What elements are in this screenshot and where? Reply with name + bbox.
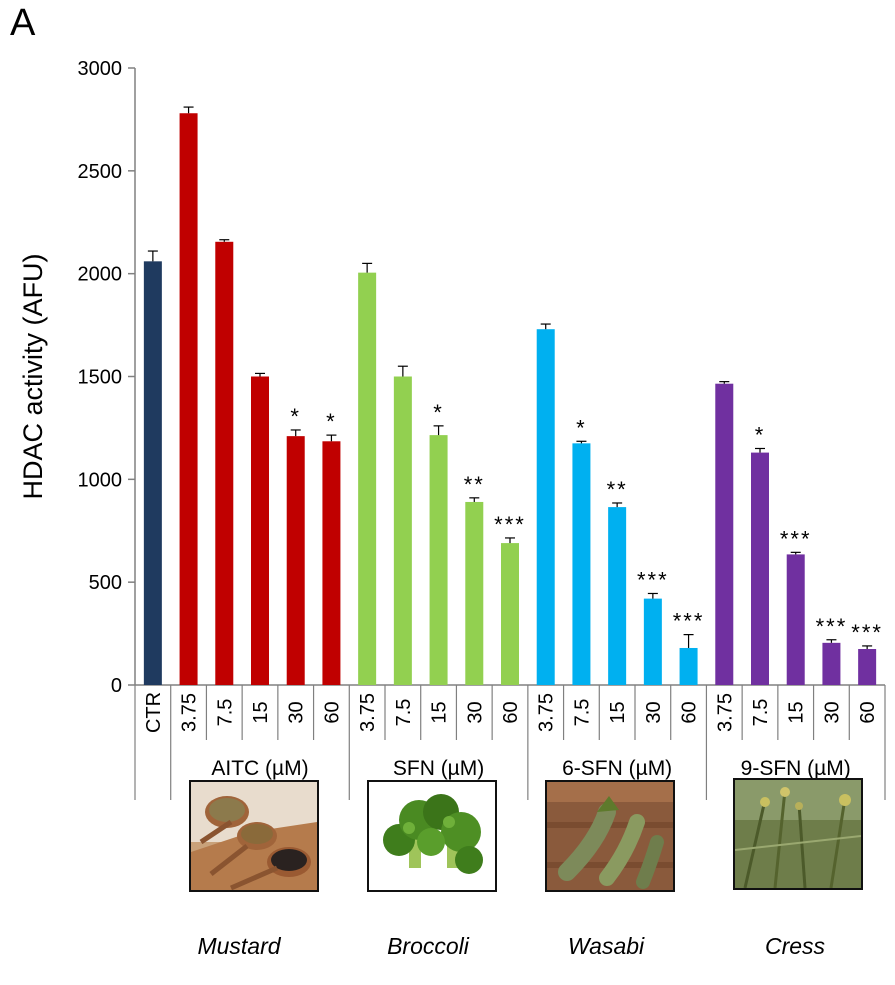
- significance-marker: ***: [494, 512, 526, 537]
- x-tick-label: 60: [857, 701, 879, 723]
- bar: [143, 261, 162, 685]
- significance-marker: ***: [780, 526, 812, 551]
- x-tick-label: 60: [679, 701, 701, 723]
- bar: [608, 507, 627, 685]
- x-tick-label: 30: [821, 701, 843, 723]
- y-tick-label: 3000: [78, 58, 123, 80]
- significance-marker: *: [433, 400, 444, 425]
- x-tick-label: 30: [464, 701, 486, 723]
- bar: [751, 452, 769, 685]
- x-tick-label: 3.75: [714, 693, 736, 732]
- food-name-mustard: Mustard: [197, 933, 281, 959]
- x-tick-label: 7.5: [571, 699, 593, 727]
- x-tick-label: 3.75: [536, 693, 558, 732]
- x-tick-label: 15: [429, 701, 451, 723]
- food-name-cress: Cress: [764, 933, 826, 959]
- significance-marker: ***: [673, 609, 705, 634]
- bar: [179, 113, 198, 686]
- y-axis-label: HDAC activity (AFU): [18, 253, 48, 499]
- significance-marker: **: [464, 472, 485, 497]
- y-tick-label: 1500: [78, 367, 123, 389]
- x-tick-label: 60: [500, 701, 522, 723]
- wasabi-photo: [545, 780, 675, 892]
- bar: [251, 376, 269, 685]
- x-tick-label: 15: [607, 701, 629, 723]
- group-label: 9-SFN (µM): [741, 757, 851, 780]
- x-tick-label: 7.5: [393, 699, 415, 727]
- bar: [572, 443, 591, 685]
- group-label: 6-SFN (µM): [562, 757, 672, 780]
- bar: [715, 383, 734, 685]
- x-tick-label: 3.75: [179, 693, 201, 732]
- bar: [322, 441, 341, 685]
- bar: [429, 435, 448, 685]
- y-tick-label: 1000: [78, 469, 123, 491]
- y-tick-label: 2000: [78, 264, 123, 286]
- bar: [786, 554, 805, 685]
- y-tick-label: 2500: [78, 161, 123, 183]
- bar: [286, 436, 305, 685]
- x-tick-label: 60: [321, 701, 343, 723]
- bar: [643, 598, 662, 685]
- group-label: SFN (µM): [393, 757, 484, 780]
- broccoli-photo: [367, 780, 497, 892]
- significance-marker: *: [576, 415, 587, 440]
- x-tick-label: 30: [286, 701, 308, 723]
- x-tick-label: 3.75: [357, 693, 379, 732]
- food-name-broccoli: Broccoli: [387, 933, 469, 959]
- x-tick-label: 7.5: [214, 699, 236, 727]
- mustard-photo: [189, 780, 319, 892]
- panel-label: A: [10, 2, 36, 44]
- x-tick-label: CTR: [143, 692, 165, 733]
- significance-marker: **: [607, 477, 628, 502]
- significance-marker: ***: [851, 620, 883, 645]
- significance-marker: *: [326, 409, 337, 434]
- significance-marker: *: [290, 404, 301, 429]
- bar: [679, 647, 698, 685]
- x-tick-label: 15: [786, 701, 808, 723]
- food-name-wasabi: Wasabi: [567, 933, 645, 959]
- bar: [858, 649, 877, 685]
- bar: [501, 543, 519, 685]
- x-tick-label: 7.5: [750, 699, 772, 727]
- bar: [536, 329, 555, 685]
- bar: [822, 642, 841, 685]
- significance-marker: ***: [816, 614, 848, 639]
- bar: [465, 501, 484, 685]
- bar: [393, 376, 412, 685]
- group-label: AITC (µM): [211, 757, 308, 780]
- significance-marker: ***: [637, 567, 669, 592]
- bar: [358, 272, 377, 685]
- bar: [215, 241, 234, 685]
- y-tick-label: 0: [111, 675, 122, 697]
- y-tick-label: 500: [89, 572, 122, 594]
- cress-photo: [733, 778, 863, 890]
- significance-marker: *: [755, 422, 766, 447]
- x-tick-label: 15: [250, 701, 272, 723]
- x-tick-label: 30: [643, 701, 665, 723]
